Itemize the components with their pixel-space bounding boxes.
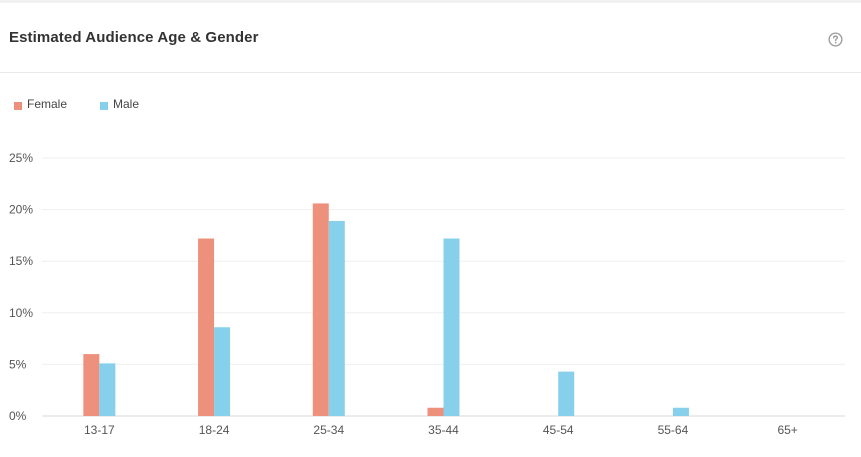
legend-swatch-female <box>14 102 22 110</box>
bar-male-35-44[interactable] <box>443 238 460 416</box>
bar-female-25-34[interactable] <box>312 203 329 416</box>
x-axis: 13-17 18-24 25-34 35-44 45-54 55-64 65+ <box>84 423 798 437</box>
x-tick-label: 13-17 <box>84 423 115 437</box>
y-tick-label: 15% <box>9 254 33 268</box>
y-tick-label: 10% <box>9 306 33 320</box>
legend-swatch-male <box>100 102 108 110</box>
y-tick-label: 0% <box>9 409 27 423</box>
legend-label-male: Male <box>113 97 140 111</box>
bar-female-35-44[interactable] <box>427 407 444 416</box>
top-strip <box>0 0 861 3</box>
bar-male-45-54[interactable] <box>558 371 575 416</box>
card-title: Estimated Audience Age & Gender <box>9 29 259 46</box>
bar-female-13-17[interactable] <box>83 354 100 416</box>
bar-male-25-34[interactable] <box>328 220 345 416</box>
x-tick-label: 25-34 <box>313 423 344 437</box>
chart-bars <box>83 203 689 416</box>
x-tick-label: 35-44 <box>428 423 459 437</box>
x-tick-label: 55-64 <box>658 423 689 437</box>
question-circle-icon[interactable] <box>828 32 843 47</box>
legend-label-female: Female <box>27 97 68 111</box>
y-tick-label: 5% <box>9 357 27 371</box>
y-tick-label: 25% <box>9 151 33 165</box>
bar-male-18-24[interactable] <box>214 327 231 416</box>
x-tick-label: 18-24 <box>199 423 230 437</box>
audience-card: Estimated Audience Age & Gender <box>0 3 861 457</box>
y-axis: 0% 5% 10% 15% 20% 25% <box>9 151 33 423</box>
y-tick-label: 20% <box>9 203 33 217</box>
x-tick-label: 65+ <box>777 423 797 437</box>
card-header: Estimated Audience Age & Gender <box>0 3 861 73</box>
bar-female-18-24[interactable] <box>198 238 215 416</box>
bar-male-13-17[interactable] <box>99 363 116 416</box>
bar-male-55-64[interactable] <box>672 407 689 416</box>
x-tick-label: 45-54 <box>543 423 574 437</box>
